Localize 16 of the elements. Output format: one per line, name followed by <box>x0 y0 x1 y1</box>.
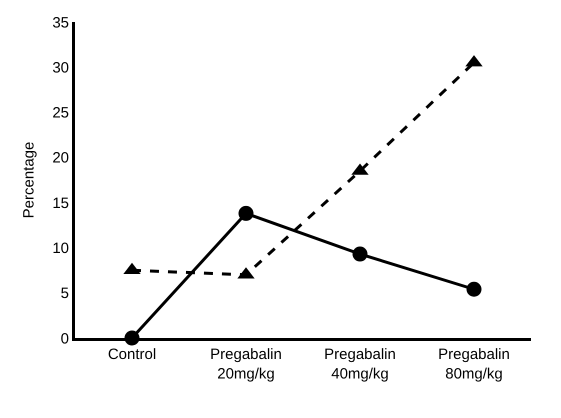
y-tick-label: 25 <box>52 104 69 122</box>
y-tick-label: 30 <box>52 59 69 76</box>
x-tick-label: Pregabalin 80mg/kg <box>438 346 510 382</box>
y-tick-label: 35 <box>52 14 69 32</box>
x-tick-label: Pregabalin 20mg/kg <box>210 346 282 382</box>
point <box>466 282 482 297</box>
y-tick-label: 0 <box>60 330 69 348</box>
y-tick-label: 15 <box>52 194 69 212</box>
y-axis-title: Percentage <box>20 142 38 218</box>
y-tick-label: 5 <box>60 285 69 302</box>
point <box>238 206 254 221</box>
y-tick-label: 10 <box>52 240 69 257</box>
x-tick-label: Control <box>108 346 156 363</box>
point <box>352 246 368 262</box>
x-tick-label: Pregabalin 40mg/kg <box>324 346 396 382</box>
y-tick-label: 20 <box>52 150 69 167</box>
